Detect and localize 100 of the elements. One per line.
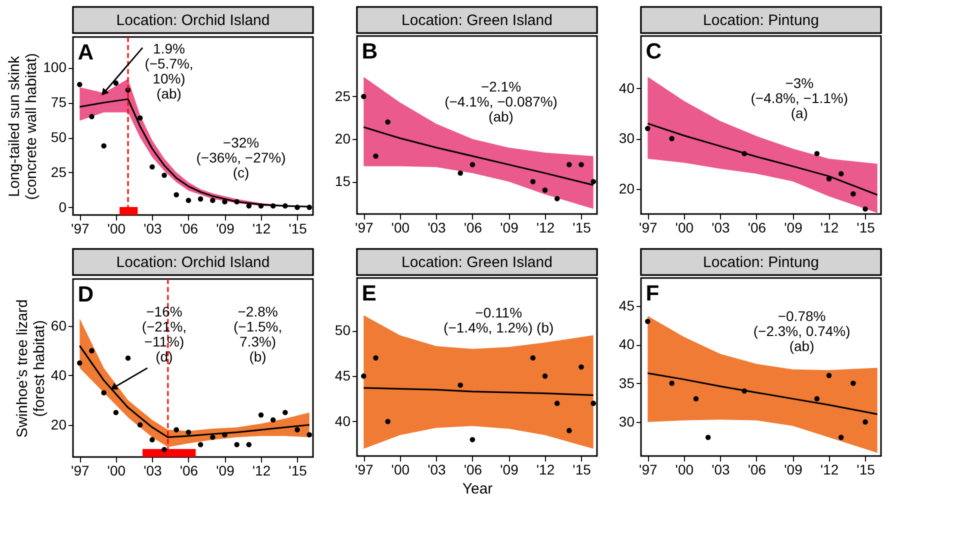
x-tick-label: '15 <box>288 462 308 478</box>
point <box>530 178 536 184</box>
point <box>645 318 650 324</box>
point <box>814 396 820 402</box>
point <box>113 410 119 416</box>
x-tick-label: '12 <box>252 220 271 236</box>
annotation: D <box>78 281 94 306</box>
y-tick-label: 75 <box>50 94 67 110</box>
point <box>826 372 832 378</box>
line-series <box>646 372 878 416</box>
point <box>113 80 119 86</box>
point <box>566 162 572 168</box>
x-tick-label: '97 <box>355 462 374 478</box>
point <box>850 191 856 197</box>
y-tick-label: 50 <box>334 322 351 338</box>
x-tick-label: '97 <box>71 220 90 236</box>
point <box>137 115 143 121</box>
point <box>174 192 180 198</box>
x-tick-label: '12 <box>820 220 839 236</box>
y-tick-label: 35 <box>618 374 635 391</box>
x-tick-label: '97 <box>639 462 658 478</box>
x-axis-title: Year <box>462 480 493 498</box>
x-tick-label: '00 <box>675 220 694 236</box>
point <box>458 382 464 388</box>
point <box>385 119 390 125</box>
point <box>294 204 300 210</box>
point <box>198 442 204 448</box>
x-tick-label: '97 <box>71 462 90 478</box>
y-tick-label: 40 <box>618 336 635 352</box>
point <box>222 432 228 438</box>
annotation: −0.11% (−1.4%, 1.2%) (b) <box>444 304 554 336</box>
point <box>862 206 868 212</box>
point <box>306 432 312 438</box>
point <box>246 203 252 209</box>
y-axis-title: Long-tailed sun skink (concrete wall habitat) <box>6 53 40 200</box>
point <box>234 442 240 448</box>
x-tick-label: '03 <box>712 220 730 236</box>
y-tick-label: 25 <box>334 88 351 104</box>
point <box>669 380 674 386</box>
annotation: A <box>78 39 94 64</box>
point <box>234 199 240 204</box>
point <box>270 203 276 209</box>
point <box>838 434 844 440</box>
point <box>162 172 167 178</box>
point <box>814 151 820 156</box>
point <box>578 364 584 370</box>
x-tick-label: '15 <box>572 220 592 236</box>
x-tick-label: '06 <box>748 462 766 478</box>
x-tick-label: '09 <box>500 220 519 236</box>
y-tick-label: 20 <box>618 180 635 196</box>
y-tick-label: 30 <box>618 413 635 430</box>
y-tick-label: 100 <box>43 59 67 76</box>
point <box>669 136 674 142</box>
point <box>373 355 378 361</box>
point <box>470 162 476 168</box>
chart-title: Location: Pintung <box>703 254 819 271</box>
annotation: 1.9% (−5.7%, 10%) (ab) <box>144 40 194 102</box>
point <box>137 422 143 428</box>
x-tick-label: '12 <box>252 462 271 478</box>
point <box>385 418 390 424</box>
x-tick-label: '09 <box>784 220 803 236</box>
chart-title: Location: Orchid Island <box>116 12 270 29</box>
x-tick-label: '03 <box>144 462 162 478</box>
annotation: −0.78% (−2.3%, 0.74%) (ab) <box>753 308 850 354</box>
y-tick-label: 0 <box>58 198 67 215</box>
annotation: −2.8% (−1.5%, 7.3%) (b) <box>233 304 282 365</box>
x-tick-label: '09 <box>500 462 519 478</box>
point <box>645 126 650 132</box>
x-tick-label: '15 <box>856 220 876 236</box>
x-tick-label: '12 <box>820 462 839 478</box>
point <box>705 434 711 440</box>
x-tick-label: '09 <box>216 462 235 478</box>
y-tick-label: 20 <box>50 416 67 432</box>
y-tick-label: 30 <box>618 130 635 146</box>
point <box>373 153 378 159</box>
point <box>77 360 82 366</box>
point <box>186 430 192 435</box>
y-tick-label: 45 <box>334 368 351 384</box>
point <box>590 178 596 184</box>
point <box>862 419 868 425</box>
y-tick-label: 40 <box>334 412 351 429</box>
x-tick-label: '97 <box>355 220 374 236</box>
y-tick-label: 60 <box>50 317 67 334</box>
x-tick-label: '00 <box>391 462 410 478</box>
point <box>578 162 584 168</box>
x-tick-label: '12 <box>536 462 555 478</box>
point <box>198 196 204 202</box>
line-series <box>646 122 878 196</box>
annotation: −3% (−4.8%, −1.1%) (a) <box>750 74 848 121</box>
x-tick-label: '03 <box>428 220 446 236</box>
point <box>693 396 699 402</box>
point <box>838 171 844 176</box>
annotation: F <box>646 280 660 306</box>
y-tick-label: 25 <box>50 164 67 180</box>
x-tick-label: '06 <box>180 462 198 478</box>
annotation: −16% (−21%, −11%) (d) <box>142 304 187 365</box>
point <box>361 94 366 100</box>
point <box>270 417 276 423</box>
point <box>174 427 180 432</box>
x-tick-label: '09 <box>216 220 235 236</box>
